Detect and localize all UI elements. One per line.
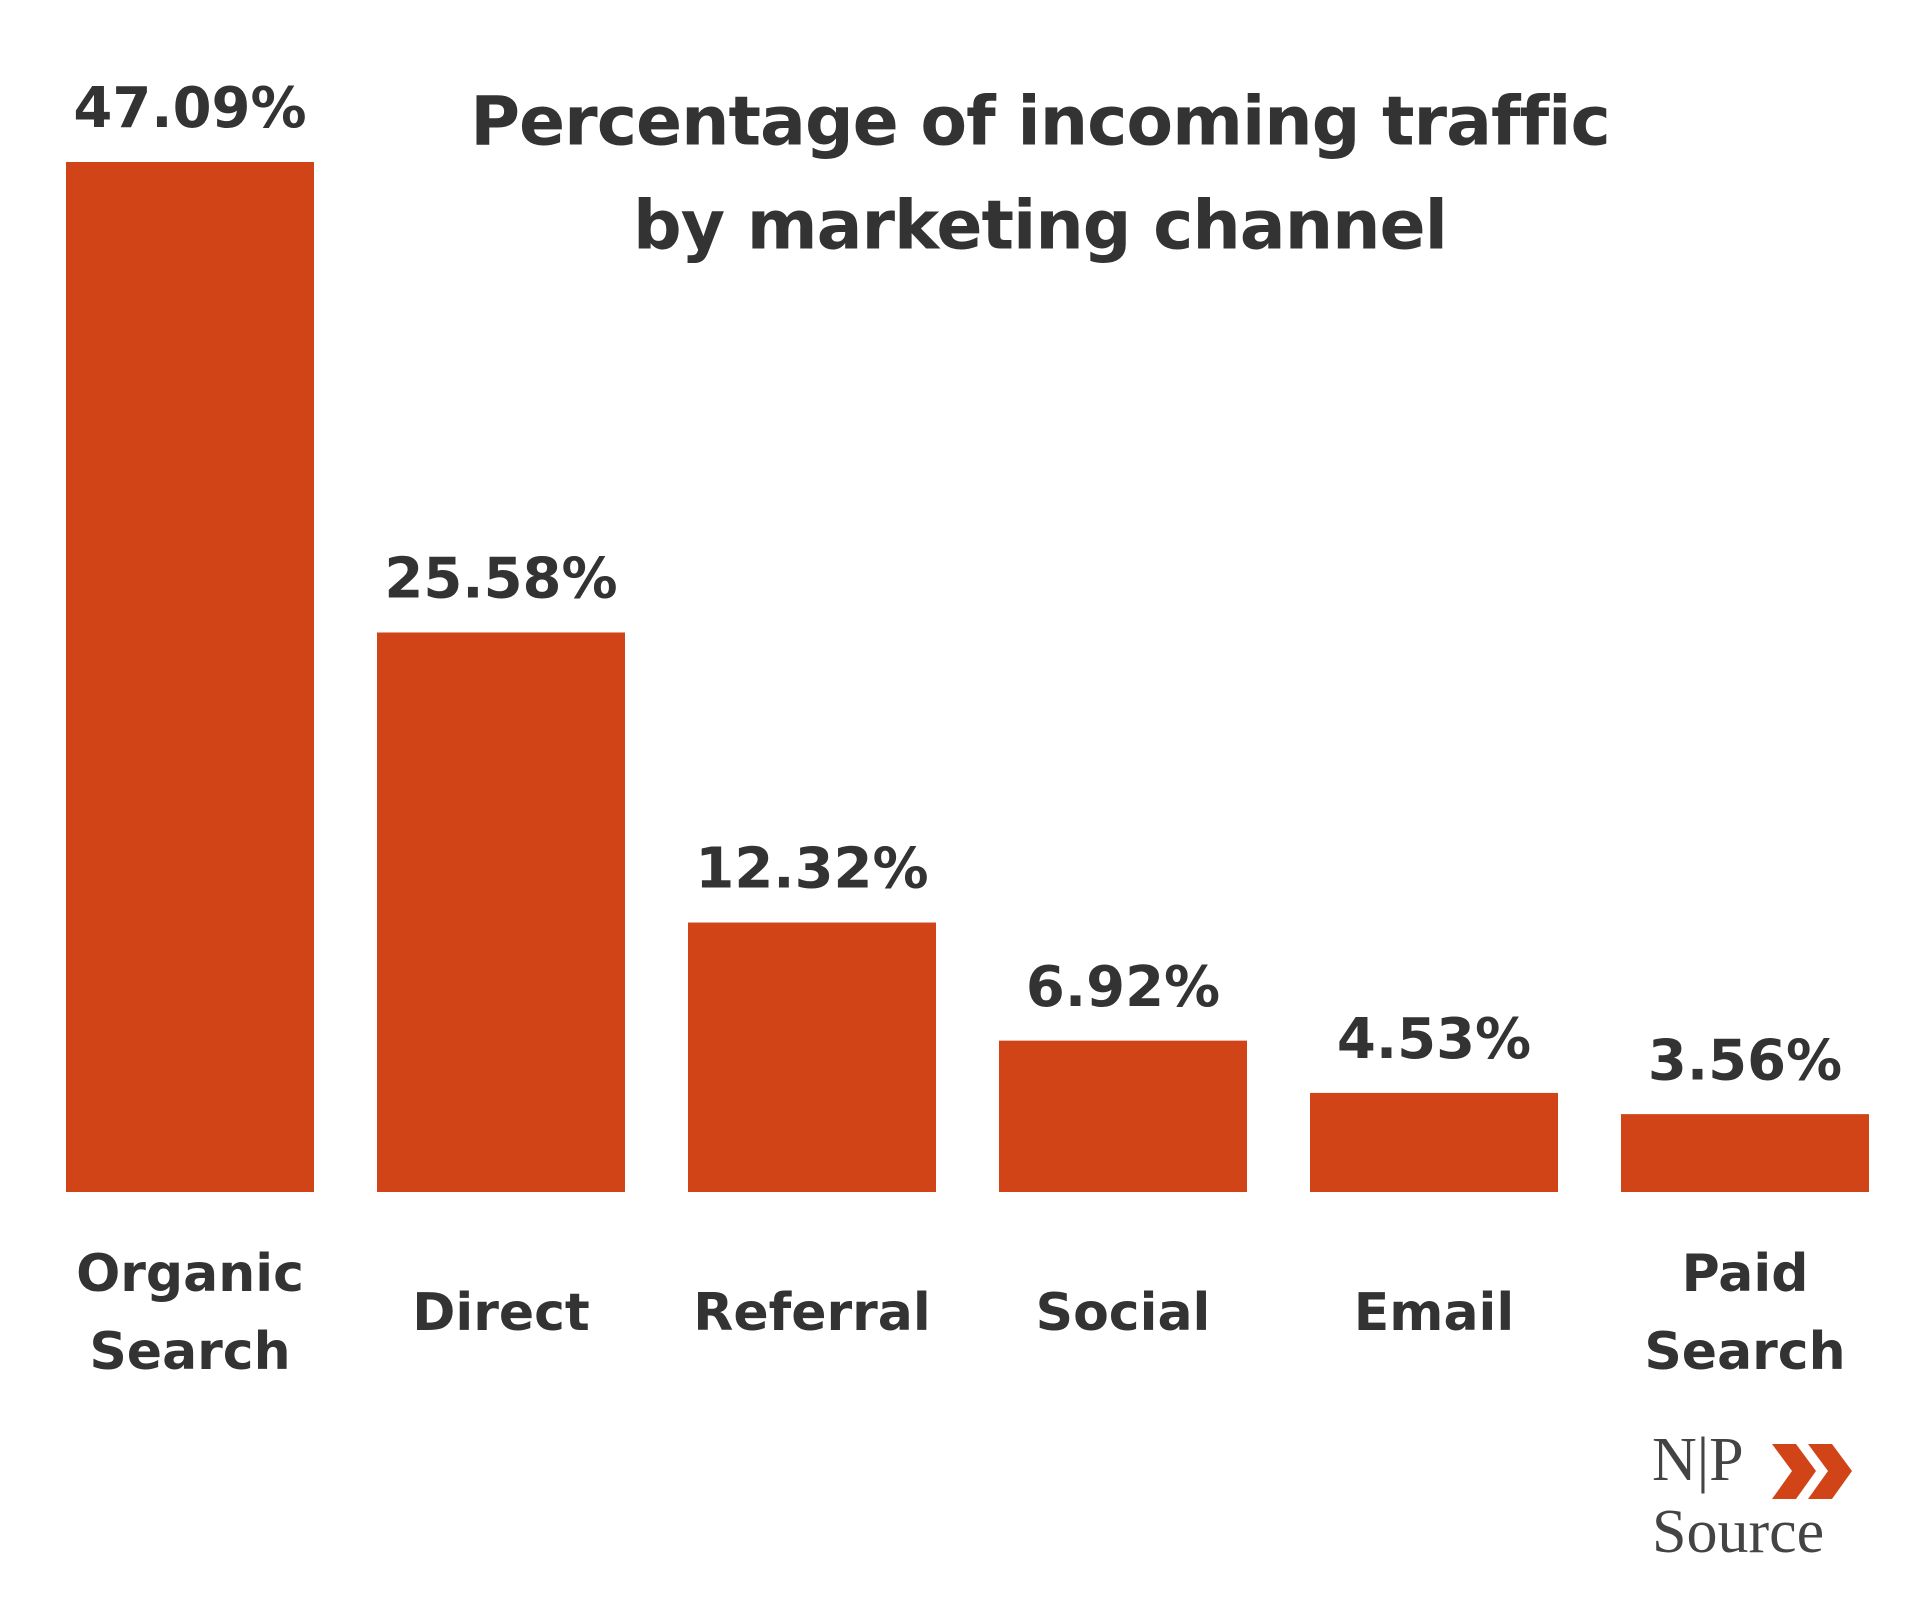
bar [1310,1092,1558,1192]
bar [377,632,625,1192]
x-tick-label: Paid Search [1644,1244,1845,1382]
bar [688,922,936,1192]
bar [999,1040,1247,1192]
bar [66,162,314,1192]
x-tick-label: Referral [693,1283,930,1343]
x-tick-label: Direct [412,1283,590,1343]
logo-text: Source [1652,1498,1824,1566]
logo-text: N|P [1652,1426,1744,1494]
chart-title: Percentage of incoming traffic [470,83,1610,162]
value-label: 6.92% [1026,955,1220,1020]
x-tick-label: Social [1036,1283,1211,1343]
logo: N|P Source [1652,1426,1852,1566]
value-label: 47.09% [73,76,306,141]
logo-chevron [1772,1444,1816,1499]
bar [1621,1114,1869,1192]
value-label: 3.56% [1648,1028,1842,1093]
x-tick-label: Email [1354,1283,1514,1343]
chart-title: by marketing channel [633,187,1447,266]
value-label: 25.58% [384,547,617,612]
value-label: 4.53% [1337,1007,1531,1072]
logo-chevron [1808,1444,1852,1499]
value-label: 12.32% [695,837,928,902]
x-tick-label: Organic Search [76,1244,304,1382]
